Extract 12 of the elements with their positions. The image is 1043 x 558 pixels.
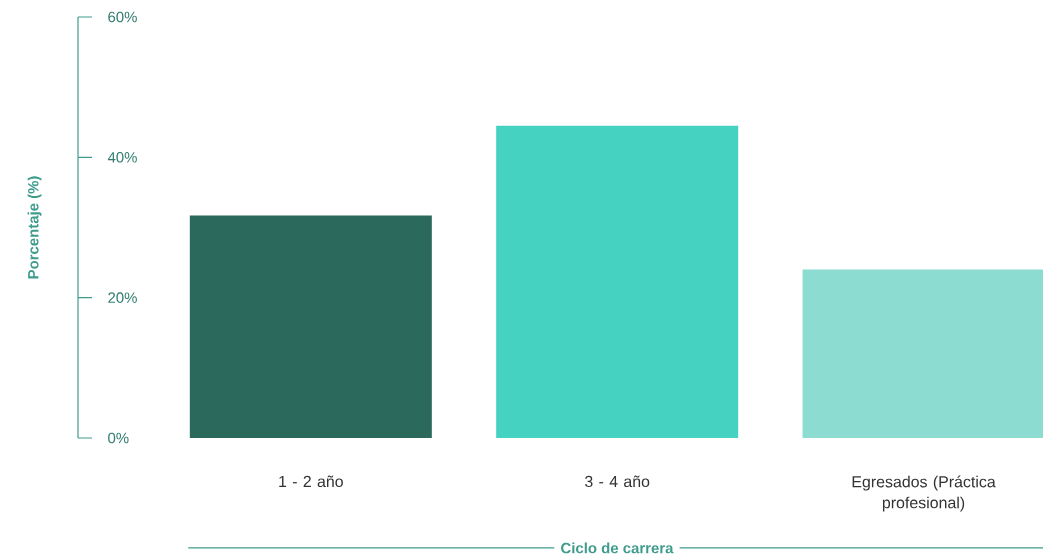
y-tick-label: 60% [108,11,137,23]
y-tick-label: 40% [107,152,137,163]
x-tick-label: Egresados (Práctica profesional) [852,475,996,512]
x-tick-label: 3 - 4 año [585,475,650,488]
y-tick-label: 0% [108,432,129,444]
x-axis-title: Ciclo de carrera [561,542,674,554]
bar [802,269,1043,438]
y-axis-title: Porcentaje (%) [27,176,42,279]
bar [189,215,432,438]
bar [496,125,739,438]
x-tick-label: 1 - 2 año [279,475,343,488]
y-tick-label: 20% [108,292,137,303]
